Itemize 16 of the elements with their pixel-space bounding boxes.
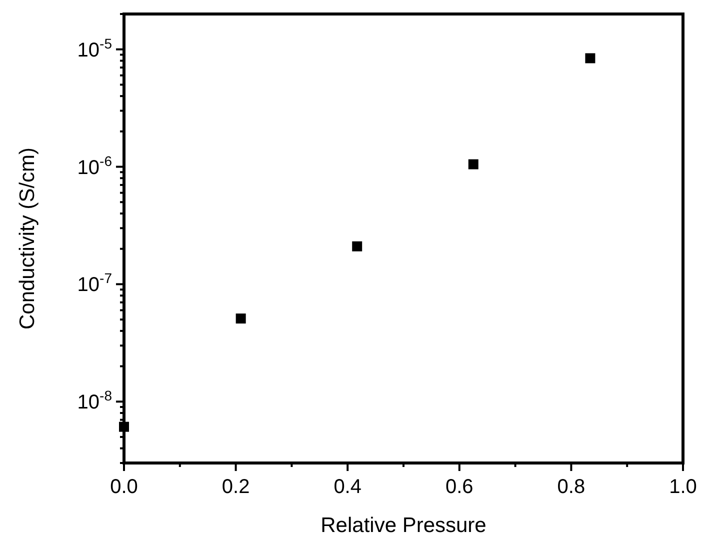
- x-tick-label: 0.6: [445, 476, 474, 498]
- y-axis-title: Conductivity (S/cm): [16, 147, 39, 330]
- point: [352, 241, 362, 252]
- x-tick-label: 0.4: [334, 476, 362, 498]
- x-tick-label: 0.8: [557, 476, 586, 498]
- y-tick-label: 10$^{-5}$: [77, 35, 112, 62]
- x-tick-label: 0.0: [110, 476, 138, 498]
- x-tick-label: 1.0: [669, 476, 697, 498]
- y-tick-label: 10$^{-6}$: [77, 152, 112, 179]
- point: [468, 159, 478, 170]
- point: [585, 53, 596, 64]
- y-tick-label: 10$^{-7}$: [77, 270, 112, 296]
- y-tick-label: 10$^{-8}$: [77, 388, 112, 414]
- point: [236, 314, 246, 324]
- x-axis-title: Relative Pressure: [320, 514, 486, 537]
- x-tick-label: 0.2: [222, 476, 250, 498]
